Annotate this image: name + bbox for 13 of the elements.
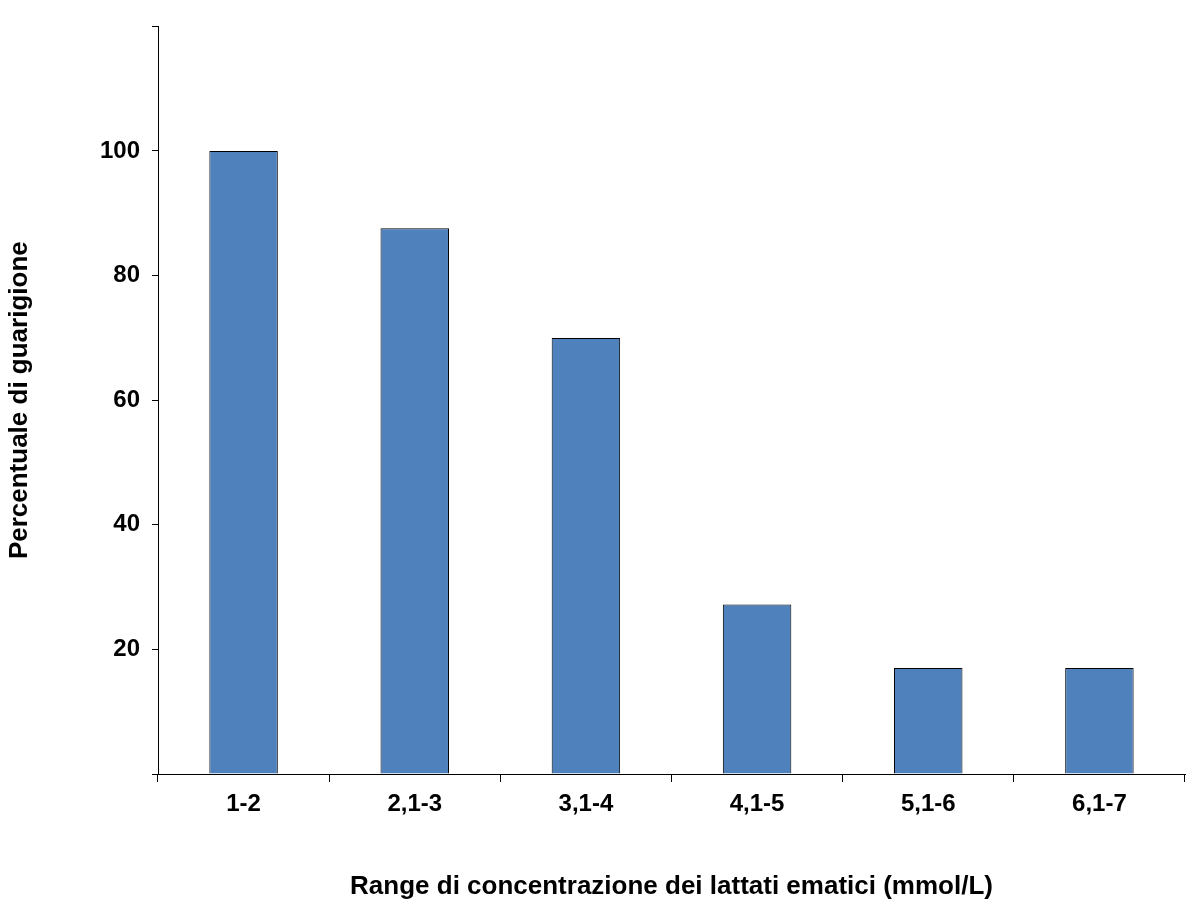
y-axis-title: Percentuale di guarigione — [2, 241, 33, 560]
x-tick-label: 5,1-6 — [900, 789, 956, 817]
y-tick-label: 20 — [113, 634, 140, 662]
x-tick-label: 2,1-3 — [387, 789, 443, 817]
x-axis-title: Range di concentrazione dei lattati ematici (mmol/L) — [350, 869, 993, 900]
x-tick-label: 1-2 — [226, 789, 261, 817]
x-tick-label: 3,1-4 — [558, 789, 614, 817]
y-tick-label: 80 — [113, 260, 140, 288]
y-tick-label: 40 — [113, 509, 140, 537]
y-tick-label: 60 — [113, 384, 140, 412]
y-tick-label: 100 — [99, 135, 140, 163]
x-tick-label: 6,1-7 — [1072, 789, 1127, 817]
x-tick-label: 4,1-5 — [729, 789, 785, 817]
